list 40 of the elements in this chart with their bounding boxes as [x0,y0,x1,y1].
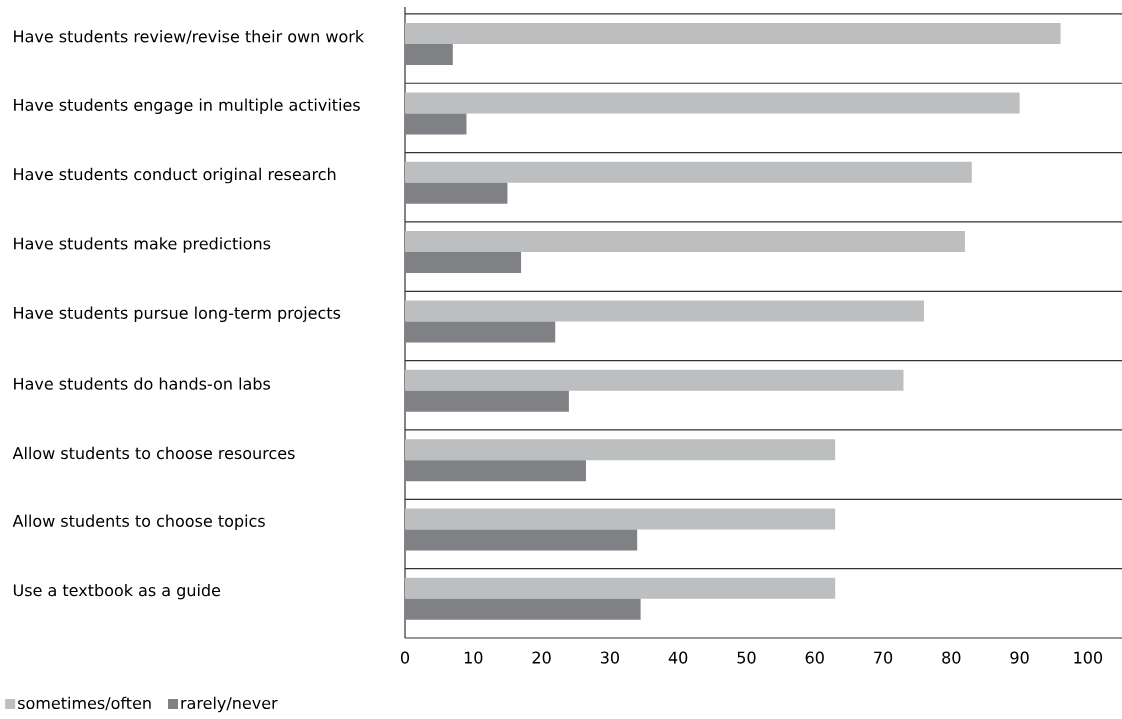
bar [405,369,904,391]
bar [405,231,965,253]
y-tick-label: Allow students to choose resources [12,446,295,460]
x-tick-label: 30 [600,651,619,664]
y-tick-label: Have students pursue long-term projects [14,306,341,323]
x-tick-label: 20 [532,651,551,664]
y-tick-label: Have students engage in multiple activities [14,98,360,115]
x-tick-label: 70 [874,651,893,664]
bar [405,598,641,620]
x-tick-label: 50 [737,651,756,664]
y-tick-label: Have students do hands-on labs [14,377,271,390]
bar [405,321,556,343]
x-tick-label: 60 [805,651,824,664]
bar [405,161,972,183]
bar [405,529,638,551]
x-tick-label: 10 [464,651,483,664]
y-tick-label: Have students make predictions [14,237,271,253]
bar [405,23,1061,45]
bar [405,508,836,530]
x-tick-label: 80 [942,651,961,664]
x-tick-label: 0 [400,651,410,664]
bar [405,182,508,204]
x-tick-label: 90 [1010,651,1029,664]
x-tick-label: 100 [1074,651,1103,664]
bar [405,577,836,599]
legend-label: rarely/never [181,696,278,713]
bar [405,390,569,412]
y-tick-label: Allow students to choose topics [12,514,265,531]
bar [405,460,586,482]
y-tick-label: Have students review/revise their own work [14,30,365,44]
bar [405,113,467,135]
bar [405,44,453,66]
bar [405,300,924,322]
x-tick-label: 40 [668,651,688,664]
y-tick-label: Use a textbook as a guide [13,583,221,600]
legend-label: sometimes/often [18,696,151,711]
bar [405,439,836,461]
bar [405,252,522,274]
y-tick-label: Have students conduct original research [14,167,336,184]
bar [405,92,1020,114]
